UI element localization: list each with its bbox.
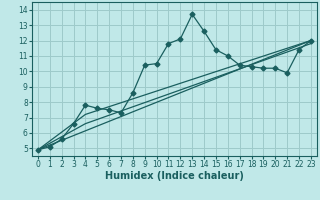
X-axis label: Humidex (Indice chaleur): Humidex (Indice chaleur) (105, 171, 244, 181)
